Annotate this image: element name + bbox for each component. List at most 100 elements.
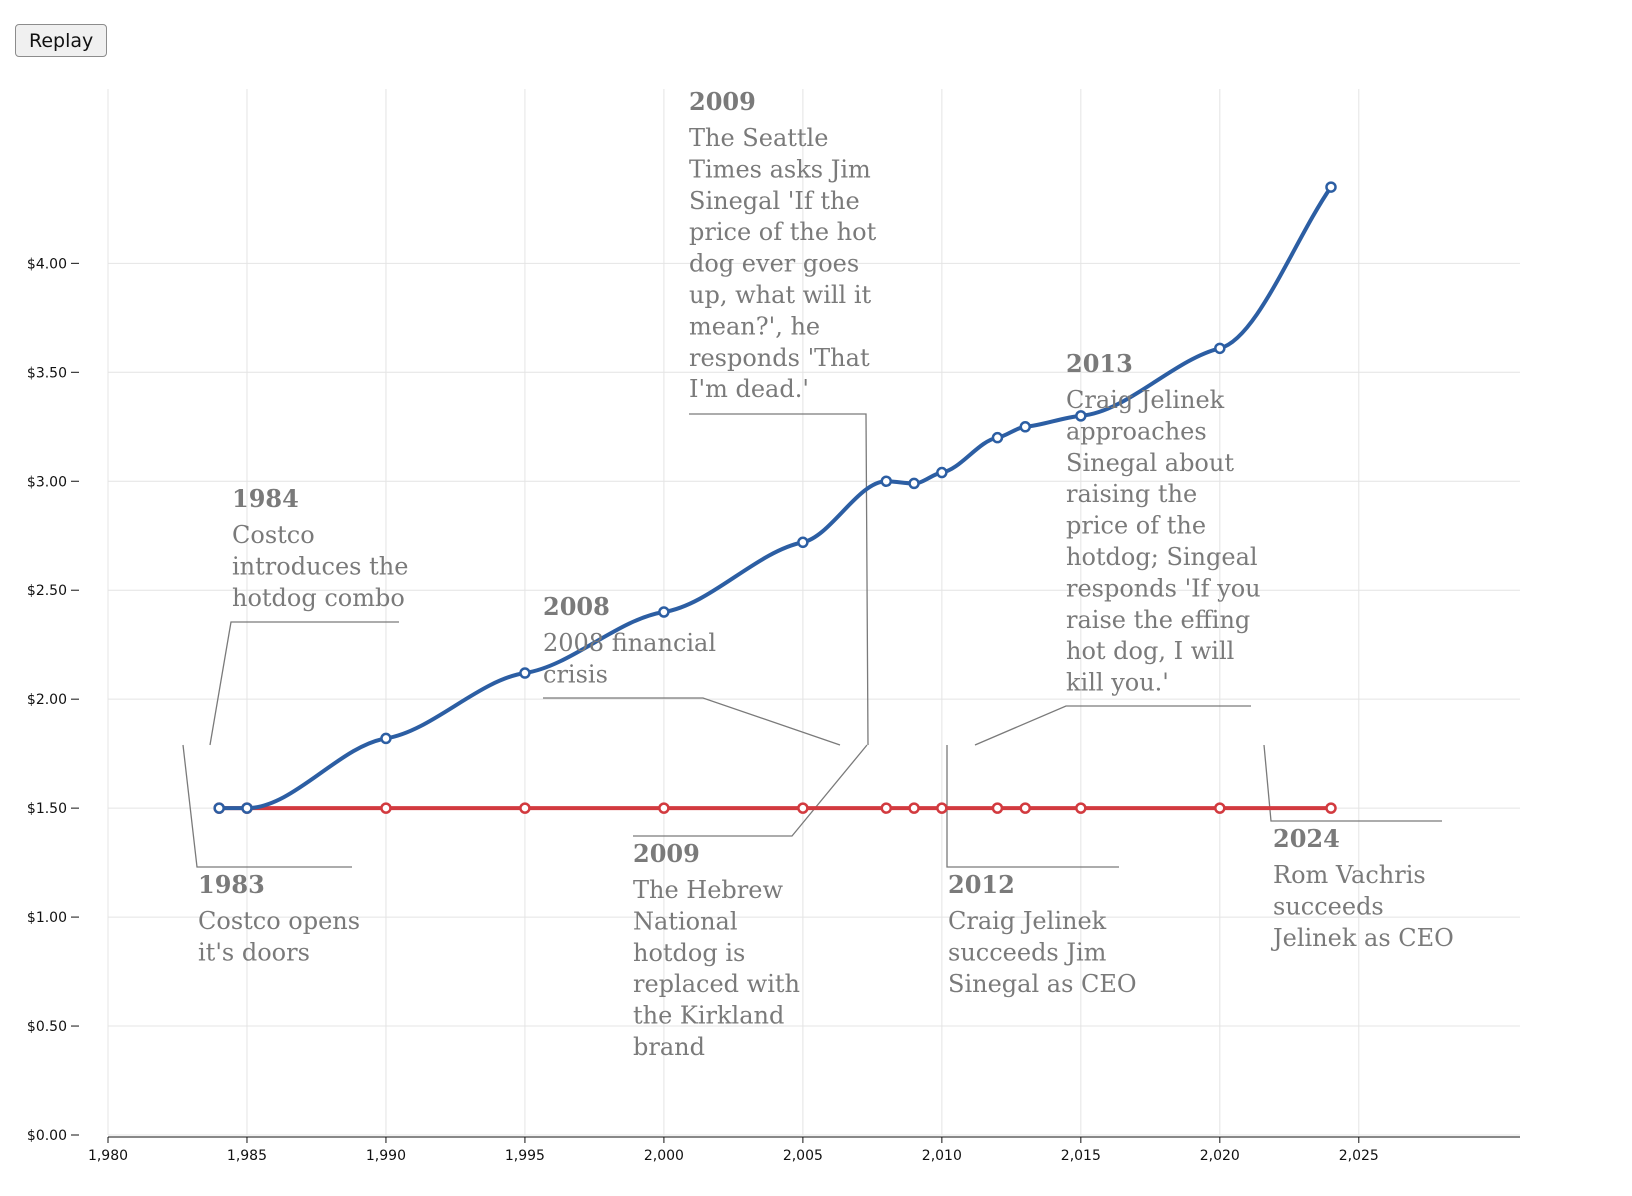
data-point[interactable]: [519, 802, 531, 814]
data-point[interactable]: [1075, 410, 1087, 422]
annotation-text-line: I'm dead.': [689, 375, 809, 403]
annotation-text-line: Rom Vachris: [1273, 861, 1426, 889]
x-tick-label: 1,990: [366, 1148, 406, 1164]
data-point[interactable]: [1214, 342, 1226, 355]
series-0: [213, 181, 1337, 814]
data-point[interactable]: [908, 802, 920, 814]
annotation-text-line: mean?', he: [689, 312, 820, 340]
annotations: 1983 Costco opens it's doors 1984 Costco intr…: [198, 87, 1454, 1061]
annotation-text-line: The Seattle: [689, 124, 828, 152]
data-point[interactable]: [880, 802, 893, 814]
data-point[interactable]: [519, 667, 531, 679]
annotation-year: 1984: [232, 484, 299, 513]
annotation-connector: [633, 744, 868, 837]
annotation-connector: [209, 621, 399, 746]
x-tick-label: 1,985: [227, 1148, 267, 1164]
annotation-a2013: 2013 Craig Jelinek approaches Sinegal about…: [1066, 349, 1261, 697]
annotation-text-line: hotdog; Singeal: [1066, 543, 1258, 571]
annotation-year: 2009: [689, 87, 756, 116]
data-point[interactable]: [380, 732, 392, 745]
annotation-a1983: 1983 Costco opens it's doors: [198, 870, 360, 966]
series-1: [213, 802, 1337, 814]
annotation-text-line: Sinegal as CEO: [948, 970, 1137, 998]
x-axis: 1,980 1,985 1,990 1,995 2,000 2,005 2,010 2,015…: [88, 1136, 1520, 1164]
annotation-text-line: 2008 financial: [543, 629, 716, 657]
annotation-text-line: kill you.': [1066, 669, 1169, 697]
annotation-text-line: introduces the: [232, 552, 408, 580]
annotation-text-line: responds 'That: [689, 344, 870, 372]
annotation-text-line: price of the: [1066, 512, 1206, 540]
annotation-year: 2008: [543, 592, 610, 621]
y-axis: $0.00 $0.50 $1.00 $1.50 $2.00 $2.50 $3.00 $3.50…: [27, 256, 79, 1144]
annotation-a2009b: 2009 The Hebrew National hotdog is replaced …: [633, 839, 800, 1061]
data-point[interactable]: [213, 802, 225, 814]
data-point[interactable]: [380, 802, 392, 814]
annotation-text-line: Costco opens: [198, 907, 360, 935]
annotation-a1984: 1984 Costco introduces the hotdog combo: [232, 484, 408, 612]
annotation-text-line: responds 'If you: [1066, 574, 1261, 602]
x-tick-label: 2,020: [1200, 1148, 1240, 1164]
data-point[interactable]: [1325, 802, 1337, 814]
annotation-text-line: Sinegal about: [1066, 449, 1234, 477]
annotation-text-line: hotdog is: [633, 939, 745, 967]
x-tick-label: 2,010: [922, 1148, 962, 1164]
annotation-text-line: price of the hot: [689, 218, 877, 246]
annotation-text-line: the Kirkland: [633, 1002, 784, 1030]
annotation-year: 2009: [633, 839, 700, 868]
x-tick-label: 2,025: [1339, 1148, 1379, 1164]
annotation-text-line: hot dog, I will: [1066, 637, 1234, 665]
annotation-text-line: it's doors: [198, 938, 310, 966]
data-point[interactable]: [908, 477, 920, 490]
annotation-text-line: Jelinek as CEO: [1270, 924, 1454, 952]
x-tick-label: 2,015: [1061, 1148, 1101, 1164]
annotation-a2009a: 2009 The Seattle Times asks Jim Sinegal 'If…: [689, 87, 877, 403]
data-point[interactable]: [1325, 181, 1337, 193]
annotation-connector: [182, 744, 352, 868]
annotation-text-line: crisis: [543, 660, 608, 688]
annotation-a2024: 2024 Rom Vachris succeeds Jelinek as CEO: [1270, 824, 1454, 952]
annotation-connector: [543, 697, 841, 746]
annotation-text-line: Sinegal 'If the: [689, 187, 860, 215]
data-point[interactable]: [880, 475, 893, 487]
replay-button[interactable]: Replay: [15, 24, 108, 57]
data-point[interactable]: [658, 606, 670, 618]
series-layer: [213, 181, 1337, 814]
y-tick-label: $3.00: [27, 474, 67, 490]
annotation-a2012: 2012 Craig Jelinek succeeds Jim Sinegal as …: [948, 870, 1137, 998]
data-point[interactable]: [1019, 802, 1031, 814]
data-point[interactable]: [991, 431, 1004, 444]
annotation-text-line: replaced with: [633, 970, 800, 998]
annotation-text-line: Craig Jelinek: [948, 907, 1107, 935]
annotation-year: 2012: [948, 870, 1015, 899]
annotation-year: 1983: [198, 870, 265, 899]
y-tick-label: $4.00: [27, 256, 67, 272]
data-point[interactable]: [1019, 421, 1031, 433]
y-tick-label: $0.00: [27, 1128, 67, 1144]
data-point[interactable]: [991, 802, 1004, 814]
data-point[interactable]: [797, 536, 809, 549]
annotation-a2008: 2008 2008 financial crisis: [543, 592, 716, 688]
data-point[interactable]: [1214, 802, 1226, 814]
annotation-text-line: raising the: [1066, 480, 1197, 508]
annotation-text-line: succeeds Jim: [948, 938, 1107, 966]
annotation-text-line: Craig Jelinek: [1066, 386, 1225, 414]
y-tick-label: $3.50: [27, 365, 67, 381]
annotation-text-line: up, what will it: [689, 281, 872, 309]
data-point[interactable]: [797, 802, 809, 814]
annotation-text-line: Costco: [232, 521, 315, 549]
annotation-year: 2024: [1273, 824, 1340, 853]
annotation-text-line: dog ever goes: [689, 250, 859, 278]
annotation-connector: [974, 705, 1251, 746]
annotation-text-line: hotdog combo: [232, 584, 405, 612]
data-point[interactable]: [241, 802, 253, 814]
data-point[interactable]: [658, 802, 670, 814]
data-point[interactable]: [1075, 802, 1087, 814]
x-tick-label: 2,005: [783, 1148, 823, 1164]
data-point[interactable]: [936, 466, 948, 479]
annotation-text-line: National: [633, 907, 738, 935]
annotation-year: 2013: [1066, 349, 1133, 378]
x-tick-label: 1,995: [505, 1148, 545, 1164]
data-point[interactable]: [936, 802, 948, 814]
y-tick-label: $2.00: [27, 692, 67, 708]
